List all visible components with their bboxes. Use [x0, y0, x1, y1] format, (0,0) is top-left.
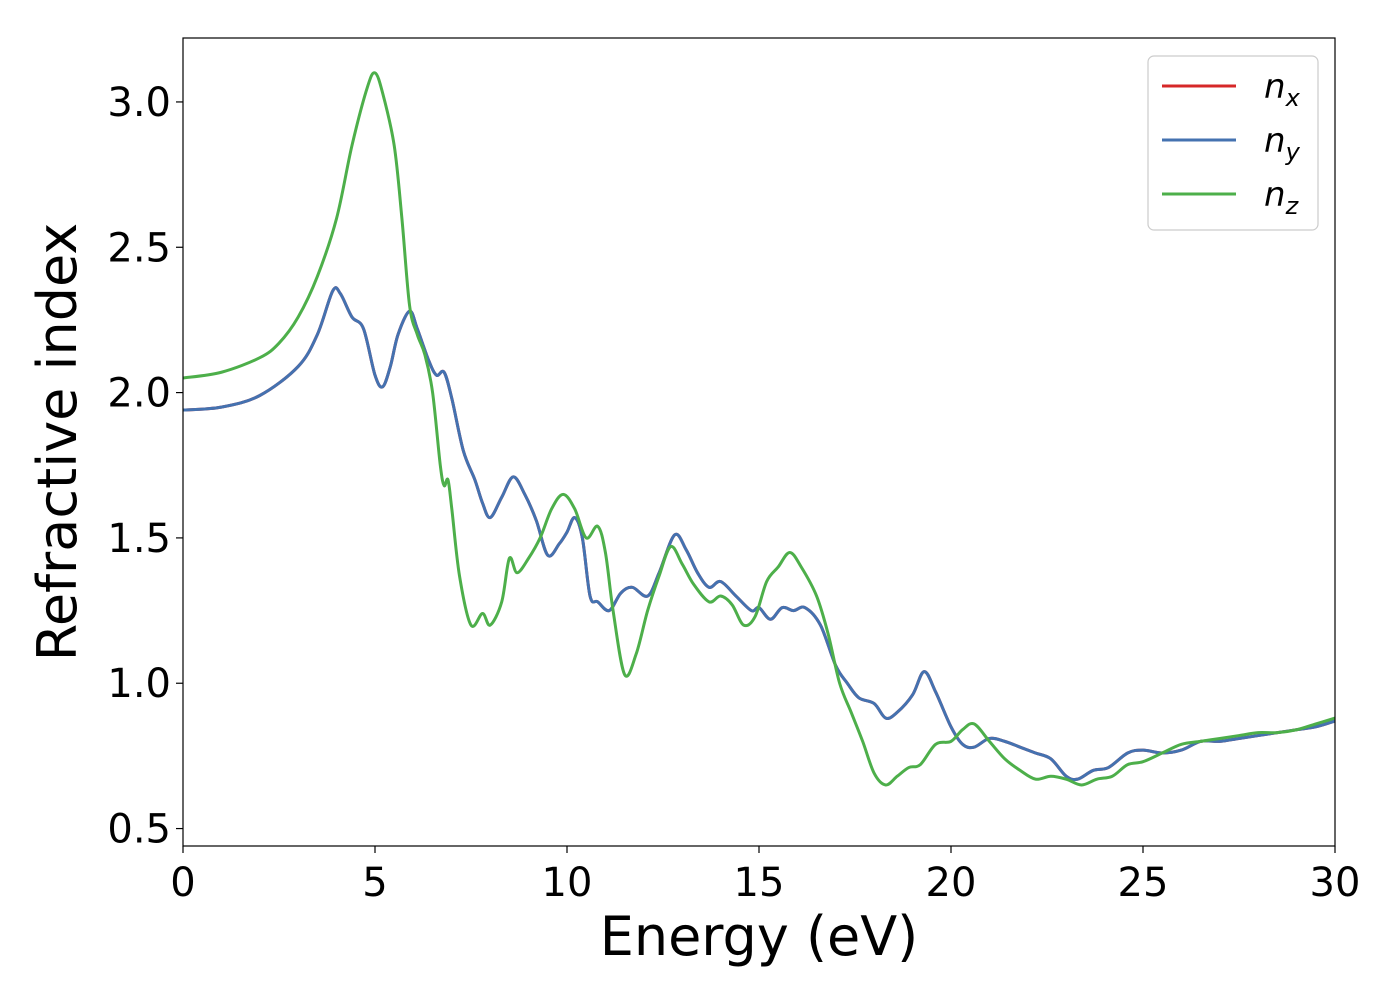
x-tick-label: 15 [734, 860, 785, 906]
x-tick-label: 5 [362, 860, 387, 906]
y-tick-label: 0.5 [107, 807, 171, 853]
legend-box [1147, 55, 1319, 231]
series-line-nz [182, 71, 1336, 787]
series-layer [182, 71, 1336, 787]
x-tick-label: 30 [1310, 860, 1361, 906]
x-axis-label: Energy (eV) [600, 905, 919, 968]
x-axis-ticks: 0 5 10 15 20 25 30 [170, 846, 1360, 906]
y-axis-ticks: 0.5 1.0 1.5 2.0 2.5 3.0 [107, 80, 183, 853]
series-line-nx [182, 286, 1336, 782]
y-tick-label: 1.5 [107, 516, 171, 562]
legend-label-nz: nz [1264, 175, 1300, 220]
x-tick-label: 25 [1118, 860, 1169, 906]
y-tick-label: 3.0 [107, 80, 171, 126]
series-line-ny [182, 286, 1336, 782]
y-tick-label: 1.0 [107, 661, 171, 707]
y-axis-label: Refractive index [26, 223, 89, 662]
legend: nx ny nz [1147, 55, 1319, 231]
x-tick-label: 20 [926, 860, 977, 906]
x-tick-label: 0 [170, 860, 195, 906]
y-tick-label: 2.0 [107, 371, 171, 417]
legend-label-ny: ny [1264, 121, 1301, 166]
y-tick-label: 2.5 [107, 225, 171, 271]
legend-label-nx: nx [1264, 67, 1301, 112]
x-tick-label: 10 [542, 860, 593, 906]
